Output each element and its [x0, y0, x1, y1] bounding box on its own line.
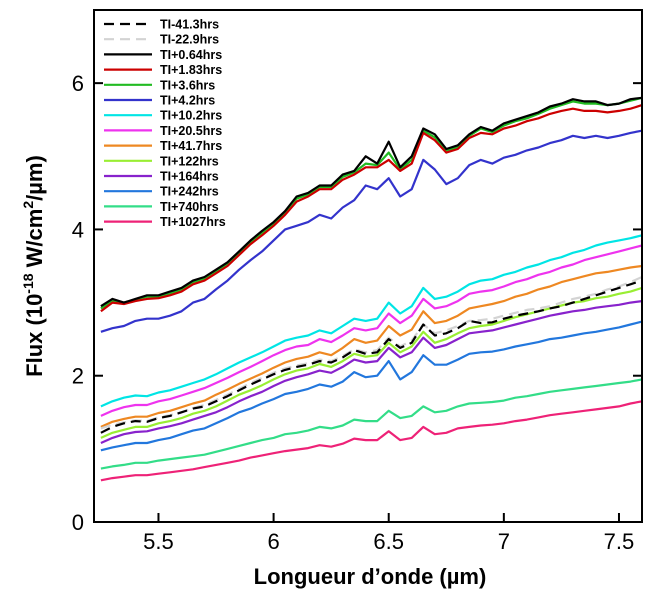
- legend-label: TI-41.3hrs: [160, 18, 219, 32]
- legend-label: TI+1.83hrs: [160, 63, 222, 77]
- x-tick-label: 6.5: [373, 529, 404, 554]
- legend-label: TI+10.2hrs: [160, 109, 222, 123]
- series-line: [100, 300, 643, 445]
- series-line: [100, 378, 643, 470]
- x-tick-label: 7: [498, 529, 510, 554]
- legend-label: TI+242hrs: [160, 185, 219, 199]
- series-line: [100, 320, 643, 452]
- series-line: [100, 96, 643, 310]
- series-line: [100, 234, 643, 408]
- legend-label: TI+3.6hrs: [160, 78, 215, 92]
- y-tick-label: 0: [72, 510, 84, 535]
- y-tick-label: 4: [72, 217, 84, 242]
- legend-label: TI+740hrs: [160, 200, 219, 214]
- legend-label: TI+164hrs: [160, 170, 219, 184]
- legend-label: TI+20.5hrs: [160, 124, 222, 138]
- x-tick-label: 5.5: [143, 529, 174, 554]
- series-line: [100, 264, 643, 428]
- x-axis-label: Longueur d’onde (µm): [254, 564, 487, 589]
- legend-label: TI+4.2hrs: [160, 94, 215, 108]
- legend-label: TI+1027hrs: [160, 215, 226, 229]
- plot-lines: [100, 96, 643, 482]
- legend-label: TI-22.9hrs: [160, 33, 219, 47]
- y-axis-label-part: /µm): [22, 155, 47, 201]
- x-tick-label: 7.5: [604, 529, 635, 554]
- legend-label: TI+122hrs: [160, 154, 219, 168]
- series-line: [100, 244, 643, 417]
- y-axis-label-superscript: -18: [20, 273, 36, 293]
- series-line: [100, 96, 643, 308]
- series-line: [100, 275, 643, 430]
- series-line: [100, 104, 643, 313]
- y-axis-label-superscript: 2: [20, 201, 36, 209]
- legend: TI-41.3hrsTI-22.9hrsTI+0.64hrsTI+1.83hrs…: [104, 18, 226, 229]
- y-axis-label: Flux (10-18 W/cm2/µm): [20, 155, 47, 377]
- series-line: [100, 279, 643, 434]
- series-line: [100, 400, 643, 482]
- plot-frame: [93, 9, 643, 523]
- series-line: [100, 129, 643, 333]
- axis-ticks: 5.5 6 6.5 7 7.5 0 2 4 6: [72, 71, 642, 554]
- y-axis-label-part: Flux (10: [22, 294, 47, 377]
- x-tick-label: 6: [267, 529, 279, 554]
- y-tick-label: 2: [72, 364, 84, 389]
- y-axis-label-part: W/cm: [22, 209, 47, 274]
- legend-label: TI+41.7hrs: [160, 139, 222, 153]
- legend-label: TI+0.64hrs: [160, 48, 222, 62]
- y-tick-label: 6: [72, 71, 84, 96]
